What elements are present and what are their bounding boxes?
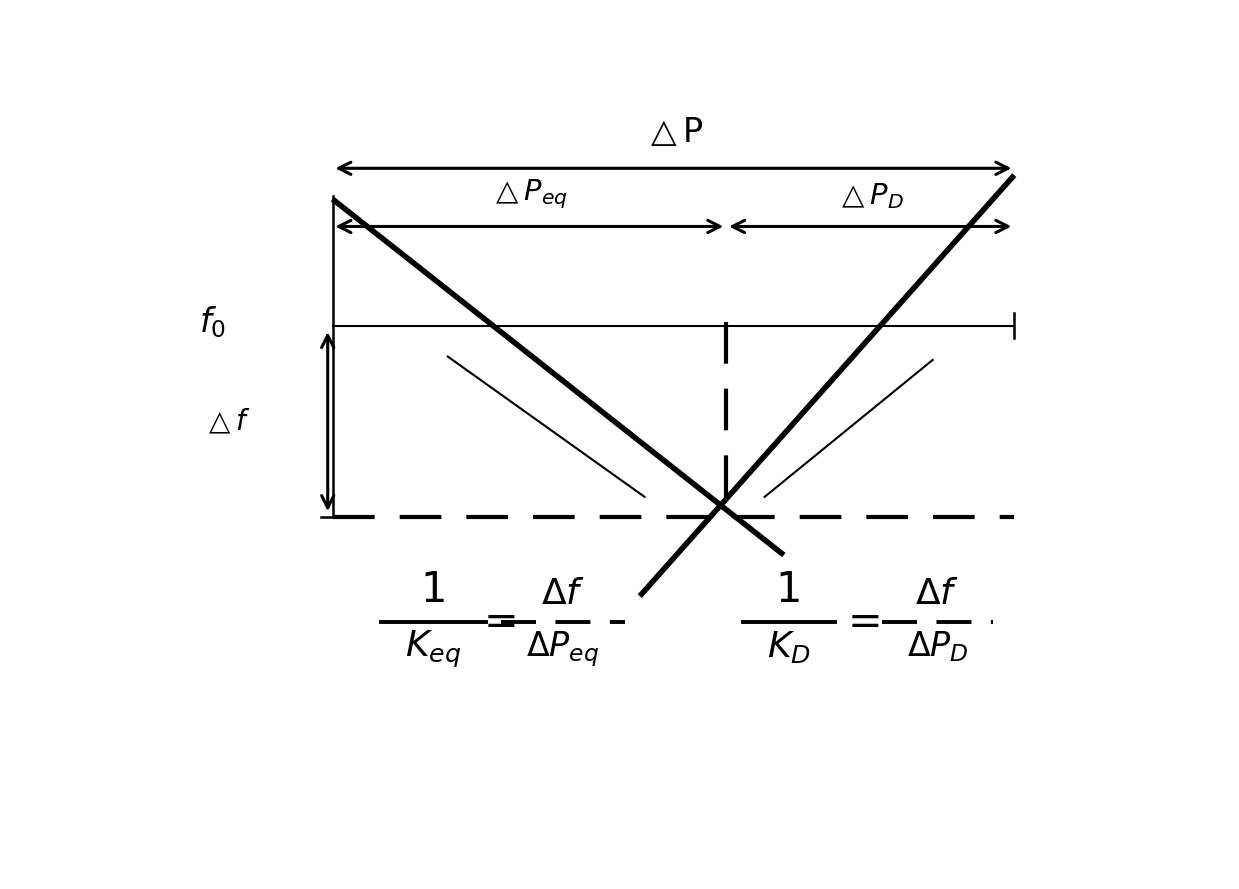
Text: $f_0$: $f_0$ [199, 304, 225, 340]
Text: 1: 1 [420, 569, 446, 611]
Text: $\triangle P_{eq}$: $\triangle P_{eq}$ [491, 178, 569, 212]
Text: $K_{eq}$: $K_{eq}$ [405, 629, 461, 670]
Text: =: = [483, 601, 518, 643]
Text: $\Delta f$: $\Delta f$ [916, 577, 959, 611]
Text: $\Delta f$: $\Delta f$ [541, 577, 585, 611]
Text: $K_D$: $K_D$ [767, 629, 810, 665]
Text: $\Delta P_{eq}$: $\Delta P_{eq}$ [527, 629, 600, 669]
Text: $\triangle P_D$: $\triangle P_D$ [836, 181, 904, 212]
Text: $\Delta P_D$: $\Delta P_D$ [907, 629, 969, 664]
Text: $\triangle f$: $\triangle f$ [203, 407, 250, 436]
Text: $\triangle\mathrm{P}$: $\triangle\mathrm{P}$ [643, 116, 704, 149]
Text: =: = [847, 601, 883, 643]
Text: 1: 1 [776, 569, 802, 611]
